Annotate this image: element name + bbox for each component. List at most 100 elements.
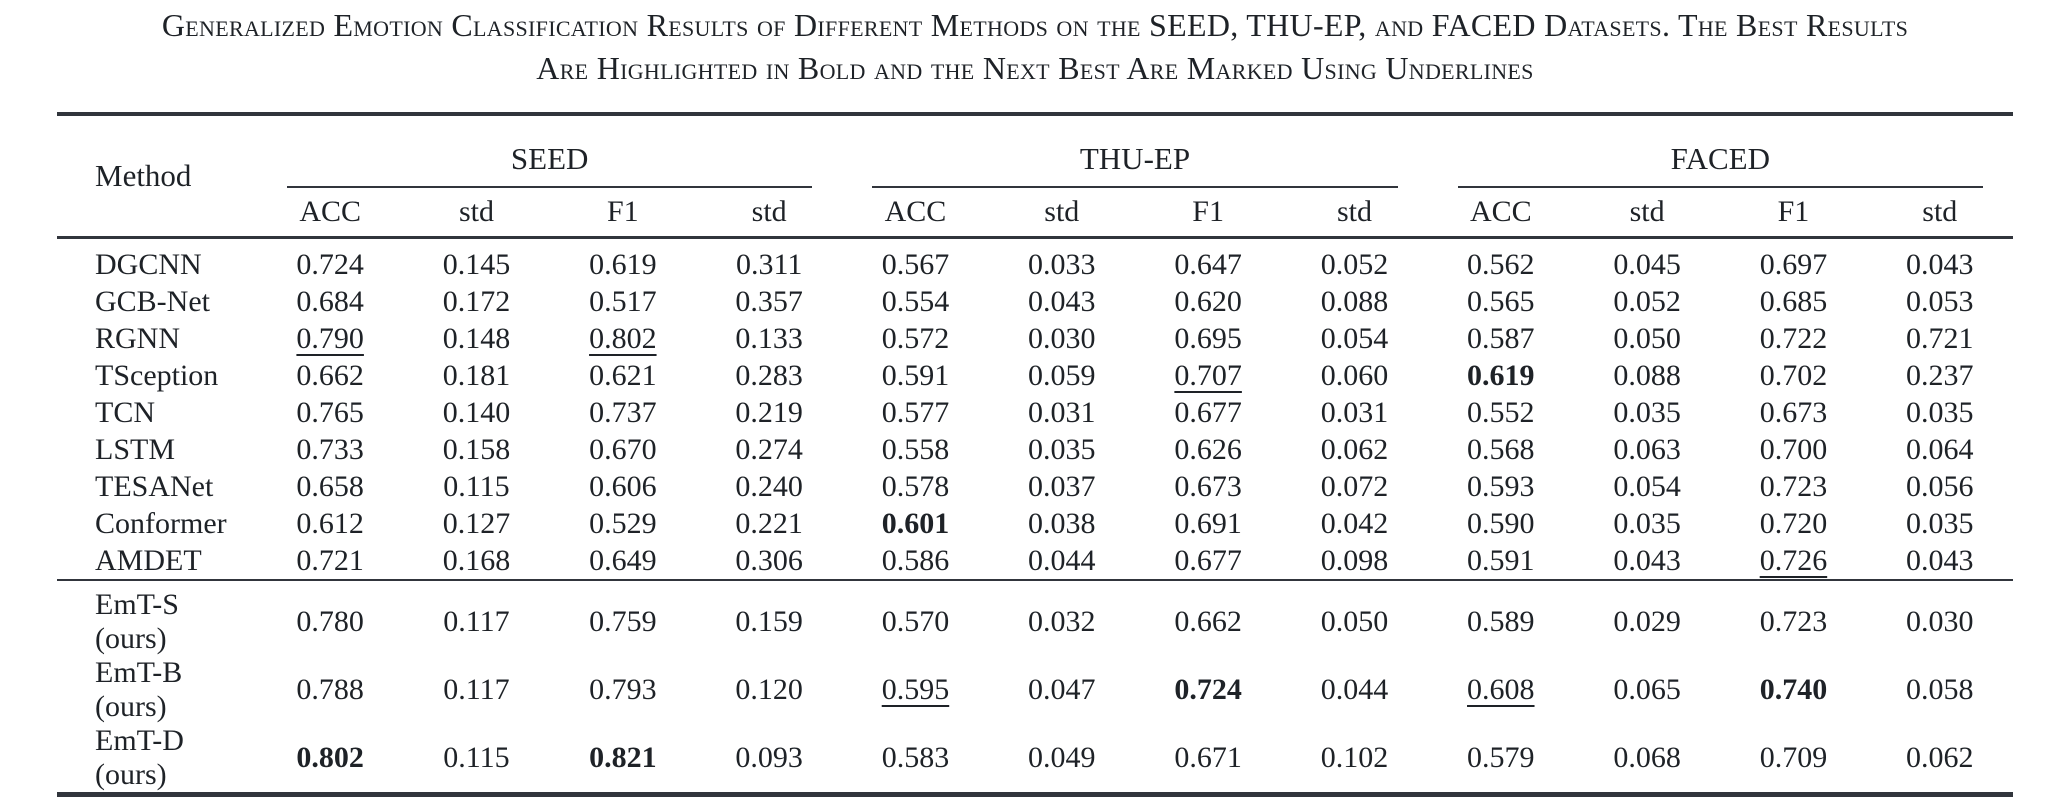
table-cell: 0.593: [1467, 469, 1535, 503]
results-table: Method SEED THU-EP FACED ACC std F1 std …: [57, 116, 2013, 792]
group-label-thu-ep: THU-EP: [1079, 141, 1191, 176]
method-cell: DGCNN: [95, 247, 202, 281]
table-cell: 0.042: [1320, 506, 1389, 540]
table-row: GCB-Net 0.684 0.172 0.517 0.357 0.554 0.…: [57, 283, 2013, 320]
table-cell: 0.283: [735, 358, 803, 392]
table-cell: 0.721: [296, 543, 364, 577]
table-cell: 0.065: [1613, 673, 1681, 706]
method-cell: GCB-Net: [95, 284, 210, 318]
table-cell: 0.722: [1759, 321, 1828, 355]
table-caption-line2: Are Highlighted in Bold and the Next Bes…: [536, 50, 1534, 86]
table-cell: 0.793: [589, 673, 657, 706]
seed-group-rule: [287, 186, 813, 188]
col-header-std: std: [1573, 188, 1721, 239]
table-cell: 0.554: [881, 284, 950, 318]
table-cell: 0.647: [1174, 247, 1242, 281]
table-cell: 0.697: [1759, 247, 1828, 281]
method-cell: TESANet: [95, 469, 214, 503]
col-header-acc: ACC: [1427, 188, 1574, 239]
table-cell: 0.240: [735, 469, 803, 503]
table-cell: 0.724: [296, 247, 364, 281]
table-cell: 0.172: [442, 284, 511, 318]
table-cell: 0.115: [443, 469, 510, 503]
method-cell: TSception: [95, 358, 219, 392]
table-cell: 0.695: [1174, 321, 1242, 355]
method-cell: TCN: [95, 395, 155, 429]
method-cell: Conformer: [95, 506, 227, 540]
table-cell: 0.054: [1320, 321, 1389, 355]
table-cell: 0.578: [881, 469, 950, 503]
table-cell: 0.181: [442, 358, 511, 392]
table-cell: 0.054: [1613, 469, 1681, 503]
table-row: RGNN 0.790 0.148 0.802 0.133 0.572 0.030…: [57, 320, 2013, 357]
method-cell: RGNN: [95, 321, 181, 355]
table-cell: 0.117: [403, 579, 550, 656]
table-cell: 0.802: [589, 321, 657, 355]
col-header-std: std: [1866, 188, 2013, 239]
table-row: Conformer 0.612 0.127 0.529 0.221 0.601 …: [57, 505, 2013, 542]
table-cell: 0.529: [589, 506, 657, 540]
table-cell: 0.043: [1028, 284, 1096, 318]
results-table-container: Method SEED THU-EP FACED ACC std F1 std …: [57, 112, 2013, 797]
table-cell: 0.740: [1759, 673, 1828, 706]
table-cell: 0.649: [589, 543, 657, 577]
table-cell: 0.274: [735, 432, 803, 466]
table-cell: 0.357: [735, 284, 803, 318]
table-cell: 0.140: [442, 395, 511, 429]
table-cell: 0.790: [296, 321, 364, 355]
table-cell: 0.589: [1427, 579, 1574, 656]
table-cell: 0.038: [1028, 506, 1096, 540]
thu-ep-group-rule: [872, 186, 1398, 188]
table-cell: 0.707: [1174, 358, 1242, 392]
table-cell: 0.047: [1028, 673, 1096, 706]
table-cell: 0.311: [735, 247, 803, 281]
table-cell: 0.621: [589, 358, 657, 392]
table-cell: 0.579: [1467, 741, 1535, 774]
method-cell: LSTM: [95, 432, 176, 466]
table-cell: 0.043: [1906, 543, 1974, 577]
table-cell: 0.709: [1759, 741, 1828, 774]
table-cell: 0.568: [1467, 432, 1535, 466]
table-cell: 0.802: [296, 741, 364, 774]
table-cell: 0.050: [1281, 579, 1428, 656]
table-cell: 0.583: [881, 741, 950, 774]
col-header-std: std: [403, 188, 550, 239]
table-cell: 0.062: [1320, 432, 1389, 466]
table-cell: 0.033: [1028, 247, 1096, 281]
table-cell: 0.035: [1906, 506, 1974, 540]
col-header-std: std: [695, 188, 843, 239]
method-cell: EmT-D (ours): [95, 724, 184, 791]
table-cell: 0.567: [881, 247, 950, 281]
group-header-thu-ep: THU-EP: [842, 116, 1427, 188]
table-cell: 0.587: [1467, 321, 1535, 355]
table-cell: 0.059: [1028, 358, 1096, 392]
method-cell: EmT-B (ours): [95, 656, 183, 723]
table-cell: 0.720: [1759, 506, 1828, 540]
table-cell: 0.671: [1174, 741, 1242, 774]
table-cell: 0.765: [296, 395, 364, 429]
table-row: AMDET 0.721 0.168 0.649 0.306 0.586 0.04…: [57, 542, 2013, 580]
table-cell: 0.733: [296, 432, 364, 466]
table-cell: 0.737: [589, 395, 657, 429]
table-cell: 0.052: [1320, 247, 1389, 281]
col-header-f1: F1: [1134, 188, 1282, 239]
table-cell: 0.620: [1174, 284, 1242, 318]
table-cell: 0.219: [735, 395, 803, 429]
table-cell: 0.030: [1028, 321, 1096, 355]
col-header-f1: F1: [1720, 188, 1867, 239]
table-cell: 0.723: [1759, 469, 1828, 503]
table-cell: 0.759: [549, 579, 696, 656]
method-cell: AMDET: [95, 543, 202, 577]
table-cell: 0.072: [1320, 469, 1389, 503]
table-cell: 0.677: [1174, 395, 1242, 429]
table-cell: 0.127: [442, 506, 511, 540]
table-cell: 0.685: [1759, 284, 1828, 318]
table-cell: 0.670: [589, 432, 657, 466]
table-cell: 0.068: [1613, 741, 1681, 774]
table-cell: 0.702: [1759, 358, 1828, 392]
subheader-row: ACC std F1 std ACC std F1 std ACC std F1…: [57, 188, 2013, 239]
table-cell: 0.060: [1320, 358, 1389, 392]
col-header-method: Method: [57, 116, 257, 239]
table-cell: 0.586: [881, 543, 950, 577]
table-cell: 0.035: [1028, 432, 1096, 466]
